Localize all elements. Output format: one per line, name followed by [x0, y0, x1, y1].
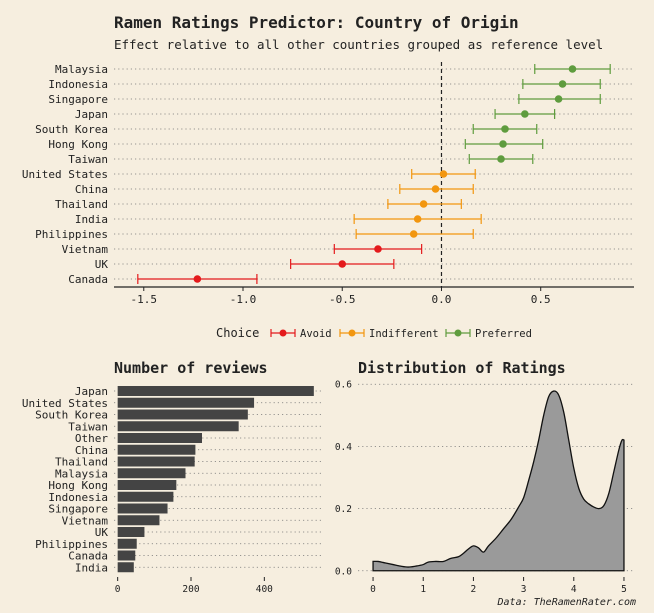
x-tick-label: 4: [571, 584, 577, 595]
data-point: [374, 245, 382, 253]
x-tick-label: -0.5: [329, 293, 356, 306]
bar: [117, 491, 174, 502]
data-point: [568, 65, 577, 73]
bar: [117, 409, 248, 420]
x-tick-label: 0.5: [531, 293, 551, 306]
y-tick-label: 0.0: [335, 566, 352, 577]
data-point: [499, 140, 507, 148]
y-tick-label: India: [75, 561, 108, 574]
bar: [117, 480, 177, 490]
y-tick-label: Vietnam: [62, 243, 109, 256]
y-tick-label: 0.6: [335, 380, 352, 391]
y-tick-label: Canada: [68, 273, 108, 286]
y-tick-label: Vietnam: [62, 514, 109, 527]
bar: [117, 456, 195, 467]
bar: [117, 515, 160, 526]
y-tick-label: United States: [22, 397, 108, 410]
y-tick-label: Taiwan: [68, 153, 108, 166]
data-point: [558, 80, 567, 88]
y-tick-label: 0.4: [335, 442, 352, 453]
data-point: [338, 260, 347, 268]
x-tick-label: 1: [420, 584, 426, 595]
y-tick-label: Other: [75, 432, 108, 445]
y-tick-label: Japan: [75, 108, 108, 121]
y-tick-label: Thailand: [55, 198, 108, 211]
bar: [117, 538, 137, 549]
x-tick-label: 5: [621, 584, 627, 595]
chart-title: Ramen Ratings Predictor: Country of Orig…: [114, 13, 519, 32]
x-tick-label: 0: [370, 584, 376, 595]
data-point: [413, 215, 422, 223]
x-tick-label: -1.5: [131, 293, 158, 306]
bar: [117, 550, 136, 561]
legend-label: Indifferent: [369, 328, 439, 340]
y-tick-label: Singapore: [48, 503, 108, 516]
y-tick-label: Philippines: [35, 228, 108, 241]
data-point: [431, 185, 440, 193]
x-tick-label: 0.0: [432, 293, 452, 306]
y-tick-label: Thailand: [55, 456, 108, 469]
x-tick-label: 3: [521, 584, 527, 595]
y-tick-label: South Korea: [35, 123, 108, 136]
distribution-chart-title: Distribution of Ratings: [358, 359, 566, 377]
y-tick-label: China: [75, 444, 108, 457]
legend-title: Choice: [216, 326, 259, 340]
bar: [117, 527, 145, 537]
data-point: [193, 275, 202, 283]
legend-swatch: [279, 329, 287, 337]
y-tick-label: Indonesia: [48, 491, 108, 504]
data-point: [497, 155, 505, 163]
legend-label: Preferred: [475, 328, 532, 340]
x-tick-label: 200: [182, 584, 199, 595]
data-point: [554, 95, 563, 103]
data-point: [521, 110, 529, 118]
x-tick-label: -1.0: [230, 293, 257, 306]
bar: [117, 562, 134, 573]
legend-swatch: [348, 329, 356, 337]
y-tick-label: Philippines: [35, 538, 108, 551]
density-area: [372, 390, 625, 572]
y-tick-label: 0.2: [335, 504, 352, 515]
y-tick-label: South Korea: [35, 409, 108, 422]
y-tick-label: UK: [95, 526, 109, 539]
data-point: [501, 125, 509, 133]
legend-label: Avoid: [300, 328, 332, 340]
y-tick-label: Singapore: [48, 93, 108, 106]
bar: [117, 433, 202, 443]
x-tick-label: 2: [471, 584, 477, 595]
data-point: [439, 170, 448, 178]
bar: [117, 503, 168, 514]
y-tick-label: Hong Kong: [48, 479, 108, 492]
bar: [117, 386, 314, 396]
chart-subtitle: Effect relative to all other countries g…: [114, 37, 604, 52]
data-point: [419, 200, 428, 208]
y-tick-label: Taiwan: [68, 420, 108, 433]
y-tick-label: Malaysia: [55, 63, 108, 76]
bar: [117, 397, 255, 408]
bar: [117, 444, 196, 455]
y-tick-label: UK: [95, 258, 109, 271]
legend-swatch: [454, 329, 462, 337]
data-point: [409, 230, 418, 238]
bar: [117, 421, 239, 432]
y-tick-label: Hong Kong: [48, 138, 108, 151]
data-caption: Data: TheRamenRater.com: [497, 597, 636, 608]
y-tick-label: Canada: [68, 550, 108, 563]
y-tick-label: Indonesia: [48, 78, 108, 91]
x-tick-label: 400: [256, 584, 273, 595]
y-tick-label: United States: [22, 168, 108, 181]
y-tick-label: Japan: [75, 385, 108, 398]
y-tick-label: Malaysia: [55, 467, 108, 480]
y-tick-label: India: [75, 213, 108, 226]
reviews-chart-title: Number of reviews: [114, 359, 268, 377]
y-tick-label: China: [75, 183, 108, 196]
x-tick-label: 0: [115, 584, 121, 595]
bar: [117, 468, 186, 479]
